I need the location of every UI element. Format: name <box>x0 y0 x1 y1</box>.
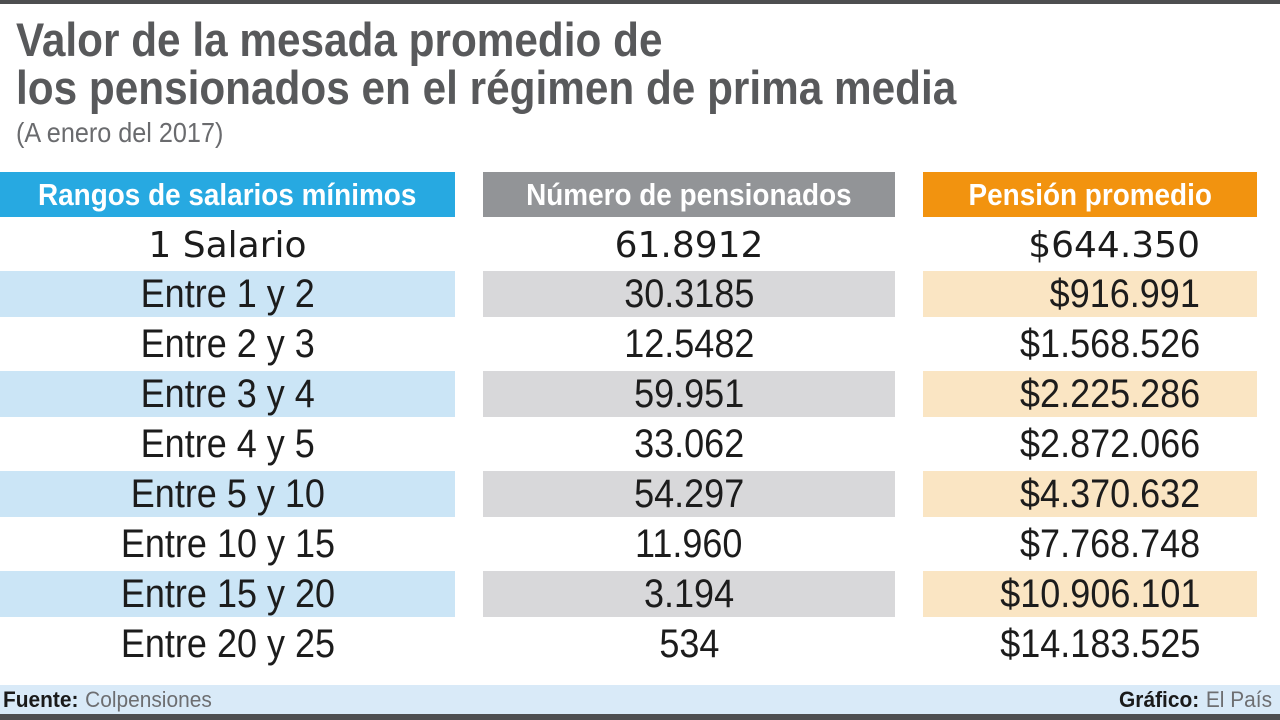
amount-cell: $2.872.066 <box>1019 422 1200 466</box>
count-cell: 33.062 <box>633 422 745 466</box>
source-value: Colpensiones <box>85 686 212 712</box>
amount-cell: $1.568.526 <box>1019 322 1200 366</box>
amount-cell: $7.768.748 <box>1019 522 1200 566</box>
source-credit: Fuente: Colpensiones <box>3 687 212 713</box>
column-header-ranges-label: Rangos de salarios mínimos <box>38 177 417 212</box>
range-cell: Entre 1 y 2 <box>0 271 455 317</box>
range-cell: Entre 20 y 25 <box>120 622 335 666</box>
range-cell: Entre 3 y 4 <box>0 371 455 417</box>
amount-cell: $4.370.632 <box>923 471 1257 517</box>
graphic-credit: Gráfico: El País <box>1119 687 1272 713</box>
range-cell: Entre 4 y 5 <box>140 422 315 466</box>
top-rule <box>0 0 1280 4</box>
count-cell: 54.297 <box>483 471 895 517</box>
column-header-pensioners: Número de pensionados <box>483 172 895 217</box>
credit-label: Gráfico: <box>1118 686 1200 712</box>
amount-cell: $644.350 <box>1028 225 1200 266</box>
column-header-ranges: Rangos de salarios mínimos <box>0 172 455 217</box>
source-label: Fuente: <box>3 686 79 712</box>
count-cell: 11.960 <box>635 522 743 566</box>
range-cell: Entre 5 y 10 <box>0 471 455 517</box>
credit-value: El País <box>1205 686 1272 712</box>
range-cell: Entre 10 y 15 <box>120 522 335 566</box>
data-table: Rangos de salarios mínimos Número de pen… <box>0 172 1257 667</box>
title-block: Valor de la mesada promedio de los pensi… <box>16 16 1061 149</box>
range-cell: Entre 2 y 3 <box>140 322 315 366</box>
count-cell: 59.951 <box>483 371 895 417</box>
count-cell: 12.5482 <box>623 322 755 366</box>
chart-title-line1: Valor de la mesada promedio de <box>16 16 1061 64</box>
chart-title-text1: Valor de la mesada promedio de <box>16 13 663 66</box>
count-cell: 61.8912 <box>614 225 764 266</box>
chart-title-line2: los pensionados en el régimen de prima m… <box>16 64 1061 112</box>
footer-bar: Fuente: Colpensiones Gráfico: El País <box>0 685 1280 714</box>
chart-subtitle-text: (A enero del 2017) <box>16 117 224 148</box>
amount-cell: $2.225.286 <box>923 371 1257 417</box>
range-cell: 1 Salario <box>148 225 307 266</box>
count-cell: 30.3185 <box>483 271 895 317</box>
bottom-rule <box>0 714 1280 720</box>
amount-cell: $14.183.525 <box>999 622 1200 666</box>
chart-title-text2: los pensionados en el régimen de prima m… <box>16 61 957 114</box>
column-header-pension: Pensión promedio <box>923 172 1257 217</box>
chart-subtitle: (A enero del 2017) <box>16 117 1061 149</box>
column-header-pension-label: Pensión promedio <box>968 177 1212 212</box>
range-cell: Entre 15 y 20 <box>0 571 455 617</box>
amount-cell: $916.991 <box>923 271 1257 317</box>
count-cell: 3.194 <box>483 571 895 617</box>
amount-cell: $10.906.101 <box>923 571 1257 617</box>
column-header-pensioners-label: Número de pensionados <box>526 177 852 212</box>
count-cell: 534 <box>658 622 720 666</box>
